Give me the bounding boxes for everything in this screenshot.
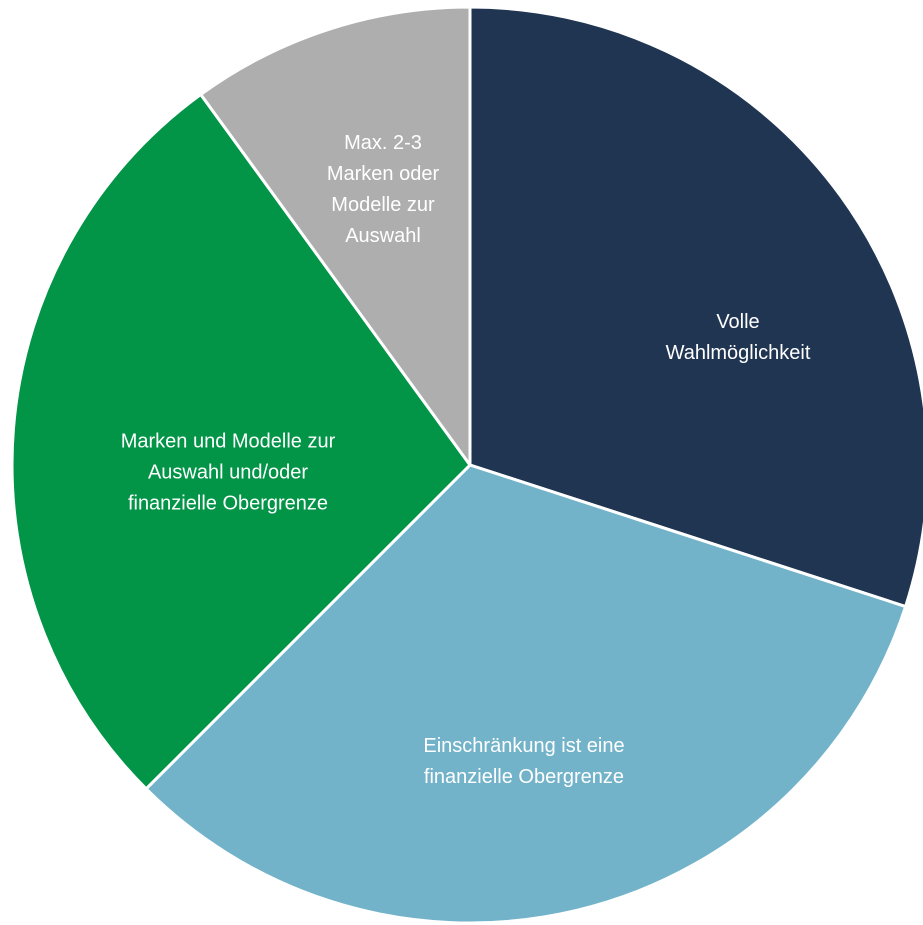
pie-slice — [199, 5, 472, 467]
slice-label: Marken und Modelle zur Auswahl und/oder … — [120, 430, 336, 515]
slice-label: Volle Wahlmöglichkeit — [665, 311, 811, 364]
slice-label: Einschränkung ist eine finanzielle Oberg… — [423, 735, 625, 788]
pie-slice — [468, 5, 923, 609]
pie-slice — [10, 92, 472, 791]
pie-slice — [144, 463, 908, 925]
slice-label: Max. 2-3 Marken oder Modelle zur Auswahl — [326, 132, 440, 247]
